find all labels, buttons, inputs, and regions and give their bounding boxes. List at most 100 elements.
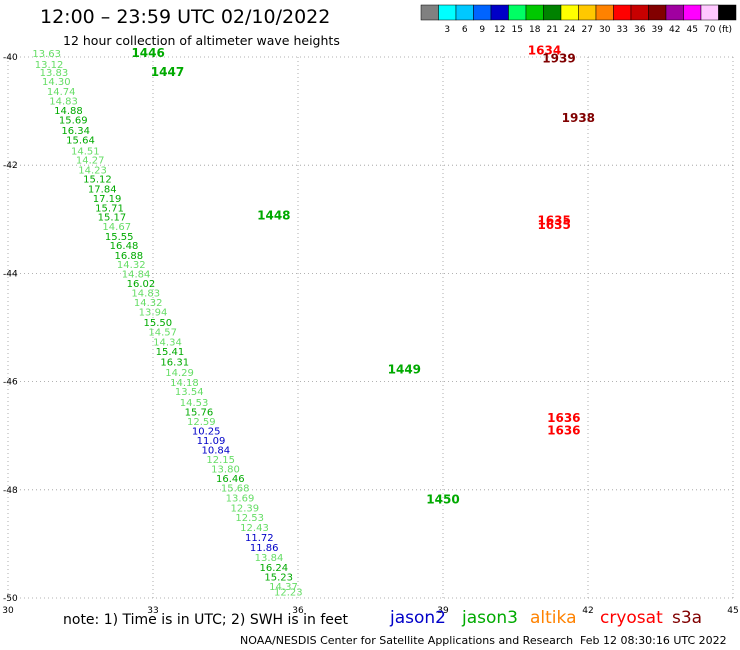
colorbar-swatch <box>490 4 509 21</box>
wave-height-value: 15.76 <box>185 408 214 419</box>
wave-height-value: 17.19 <box>93 194 122 205</box>
legend-jason3: jason3 <box>462 608 518 628</box>
y-tick-label: -50 <box>3 594 18 604</box>
colorbar-swatch <box>718 4 737 21</box>
wave-height-value: 14.88 <box>54 106 83 117</box>
time-label: 1939 <box>542 51 575 65</box>
y-tick-label: -44 <box>3 269 18 279</box>
wave-height-value: 17.84 <box>88 184 117 195</box>
credit-line: NOAA/NESDIS Center for Satellite Applica… <box>240 634 574 647</box>
y-tick-label: -42 <box>3 161 18 171</box>
wave-height-value: 16.48 <box>110 241 139 252</box>
wave-height-value: 14.23 <box>78 165 107 176</box>
wave-height-value: 14.83 <box>49 97 78 108</box>
wave-height-value: 15.55 <box>105 232 134 243</box>
y-tick-label: -48 <box>3 486 18 496</box>
wave-height-value: 12.43 <box>240 523 269 534</box>
wave-height-value: 12.23 <box>274 587 303 598</box>
wave-height-value: 14.83 <box>131 289 160 300</box>
legend-jason2: jason2 <box>390 608 446 628</box>
wave-height-value: 14.27 <box>76 156 105 167</box>
legend-altika: altika <box>530 608 577 628</box>
wave-height-value: 12.15 <box>206 455 235 466</box>
wave-height-value: 16.88 <box>115 251 144 262</box>
time-label: 1447 <box>151 65 184 79</box>
colorbar-label: 27 <box>582 25 593 35</box>
wave-height-value: 10.84 <box>202 446 231 457</box>
colorbar-swatch <box>543 4 562 21</box>
wave-height-value: 12.59 <box>187 417 216 428</box>
wave-height-value: 14.37 <box>269 582 298 593</box>
y-tick-label: -40 <box>3 53 18 63</box>
wave-height-value: 14.29 <box>165 368 194 379</box>
wave-height-value: 15.64 <box>66 136 95 147</box>
page-subtitle: 12 hour collection of altimeter wave hei… <box>63 33 340 48</box>
colorbar-swatch <box>595 4 614 21</box>
x-tick-label: 33 <box>147 606 158 616</box>
wave-height-value: 15.69 <box>59 116 88 127</box>
wave-height-value: 14.51 <box>71 146 100 157</box>
colorbar-label: 70 <box>704 25 716 35</box>
colorbar-label: 21 <box>547 25 558 35</box>
colorbar-label: 39 <box>652 25 664 35</box>
wave-height-value: 11.86 <box>250 543 279 554</box>
wave-height-value: 13.54 <box>175 387 204 398</box>
colorbar-label: 18 <box>529 25 541 35</box>
wave-height-value: 14.34 <box>153 337 182 348</box>
wave-height-value: 14.30 <box>42 77 71 88</box>
colorbar-label: 36 <box>634 25 646 35</box>
colorbar-label: 3 <box>444 25 450 35</box>
colorbar-label: 15 <box>512 25 523 35</box>
wave-height-value: 16.02 <box>127 279 156 290</box>
time-label: 1448 <box>257 208 290 222</box>
colorbar-label: 45 <box>687 25 698 35</box>
colorbar-swatch <box>525 4 544 21</box>
time-label: 1938 <box>562 111 595 125</box>
legend-cryosat: cryosat <box>600 608 663 628</box>
colorbar-swatch <box>420 4 439 21</box>
wave-height-value: 15.12 <box>83 175 112 186</box>
wave-height-value: 15.17 <box>98 212 127 223</box>
wave-height-value: 13.69 <box>226 494 255 505</box>
colorbar-unit: (ft) <box>718 25 732 35</box>
wave-height-value: 14.32 <box>117 260 146 271</box>
colorbar-swatch <box>665 4 684 21</box>
timestamp: Feb 12 08:30:16 UTC 2022 <box>580 634 727 647</box>
y-tick-label: -46 <box>3 378 18 388</box>
wave-height-value: 13.63 <box>32 49 61 60</box>
time-label: 1635 <box>537 214 570 228</box>
colorbar-swatch <box>473 4 492 21</box>
wave-height-value: 13.83 <box>40 68 69 79</box>
colorbar-swatch <box>648 4 667 21</box>
wave-height-value: 16.31 <box>160 357 189 368</box>
wave-height-value: 15.41 <box>156 347 185 358</box>
colorbar-label: 33 <box>617 25 628 35</box>
colorbar-swatch <box>560 4 579 21</box>
wave-height-value: 10.25 <box>192 427 221 438</box>
wave-height-value: 14.18 <box>170 378 199 389</box>
colorbar-swatch <box>630 4 649 21</box>
wave-height-value: 16.34 <box>61 126 90 137</box>
colorbar-label: 42 <box>669 25 680 35</box>
wave-height-value: 14.53 <box>180 398 209 409</box>
x-tick-label: 30 <box>2 606 14 616</box>
colorbar-swatch <box>508 4 527 21</box>
legend-s3a: s3a <box>672 608 703 628</box>
x-tick-label: 42 <box>582 606 593 616</box>
wave-height-value: 13.80 <box>211 464 240 475</box>
colorbar-label: 12 <box>494 25 505 35</box>
time-label: 1636 <box>547 424 580 438</box>
colorbar-label: 6 <box>462 25 468 35</box>
wave-height-value: 13.12 <box>35 60 64 71</box>
page-title: 12:00 – 23:59 UTC 02/10/2022 <box>40 6 331 28</box>
time-label: 1450 <box>426 492 459 506</box>
wave-height-value: 15.23 <box>264 573 293 584</box>
wave-height-value: 13.94 <box>139 308 168 319</box>
wave-height-value: 11.09 <box>197 436 226 447</box>
wave-height-value: 16.24 <box>260 563 289 574</box>
x-tick-label: 39 <box>437 606 449 616</box>
colorbar-swatch <box>613 4 632 21</box>
wave-height-value: 12.39 <box>231 503 260 514</box>
time-label: 1449 <box>388 362 421 376</box>
